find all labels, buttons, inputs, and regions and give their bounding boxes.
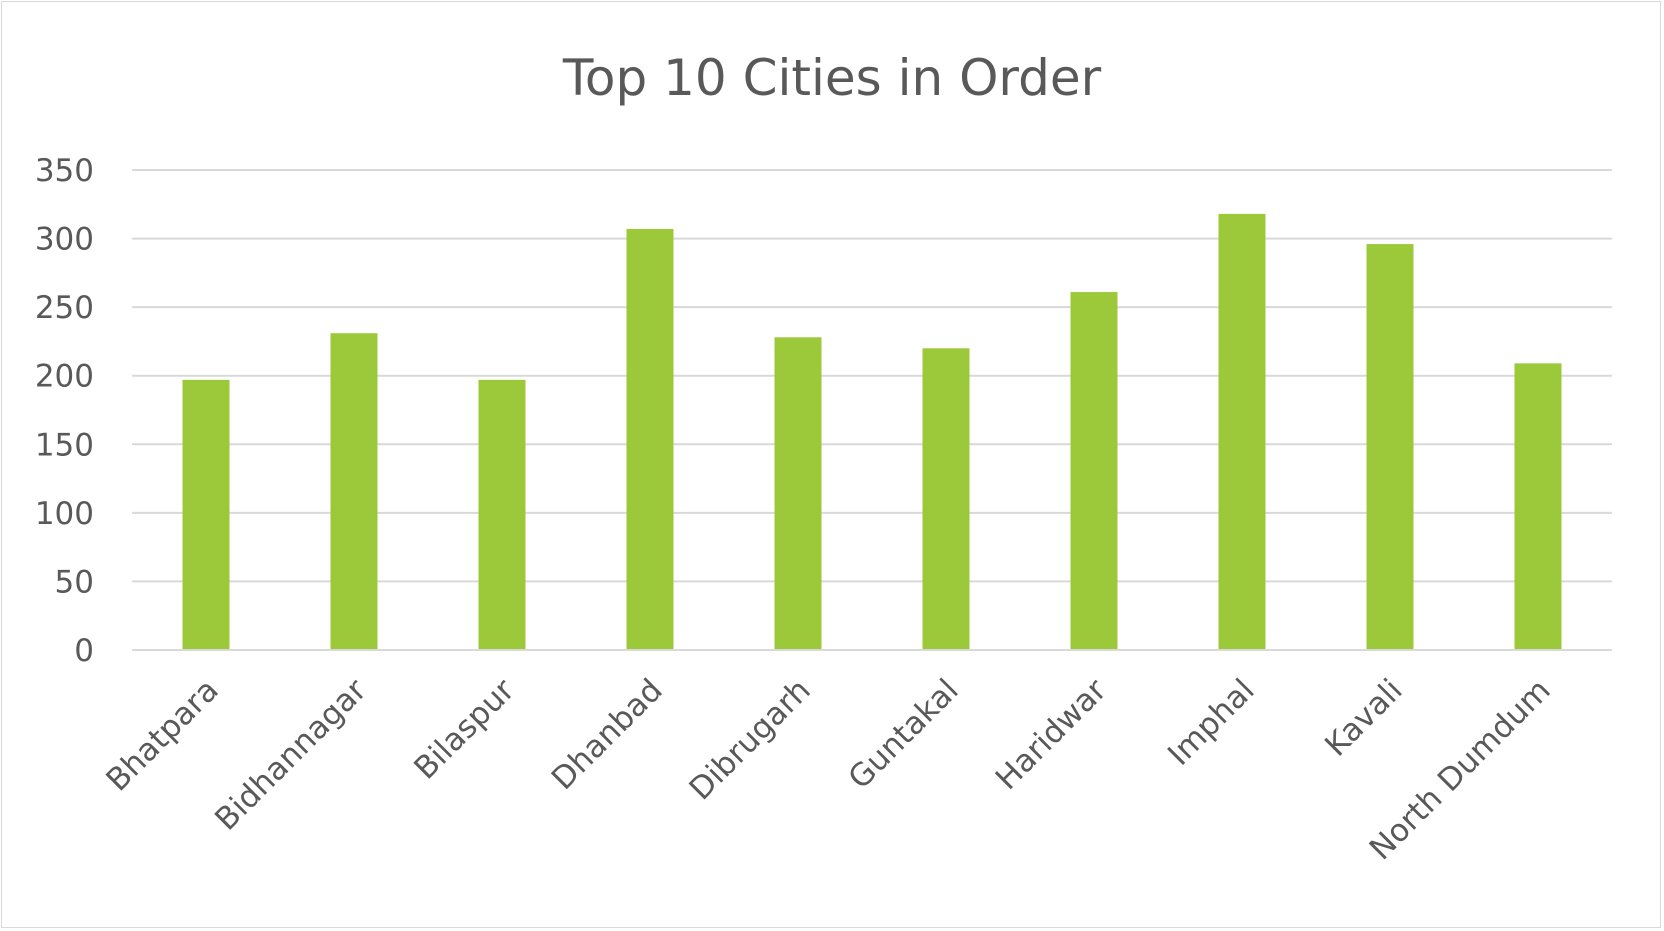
y-axis-ticks: 0 50 100 150 200 250 300 350	[35, 153, 94, 669]
bar	[774, 337, 822, 650]
y-tick-label: 100	[35, 496, 94, 532]
bar	[1070, 292, 1118, 650]
bar	[626, 228, 674, 650]
bar	[1366, 244, 1414, 651]
x-category-label: Dhanbad	[545, 672, 670, 797]
x-category-label: Bhatpara	[99, 672, 225, 798]
x-category-label: Imphal	[1161, 672, 1262, 773]
gridlines	[132, 169, 1612, 583]
bar	[1514, 363, 1562, 650]
x-category-label: Bilaspur	[407, 672, 522, 787]
y-tick-label: 200	[35, 359, 94, 395]
x-category-label: Kavali	[1318, 672, 1409, 763]
x-category-label: Haridwar	[989, 672, 1114, 797]
x-category-label: Guntakal	[842, 672, 966, 796]
bar	[922, 348, 970, 650]
bar	[330, 333, 378, 650]
bar	[478, 379, 526, 650]
chart-title: Top 10 Cities in Order	[562, 49, 1102, 107]
x-category-label: Bidhannagar	[208, 672, 374, 838]
bar	[182, 379, 230, 650]
y-tick-label: 300	[35, 222, 94, 258]
bar	[1218, 213, 1266, 650]
y-tick-label: 150	[35, 427, 94, 463]
bars	[182, 213, 1562, 651]
y-tick-label: 0	[74, 633, 94, 669]
y-tick-label: 350	[35, 153, 94, 189]
x-category-label: Dibrugarh	[683, 672, 818, 807]
y-tick-label: 250	[35, 290, 94, 326]
y-tick-label: 50	[55, 564, 94, 600]
